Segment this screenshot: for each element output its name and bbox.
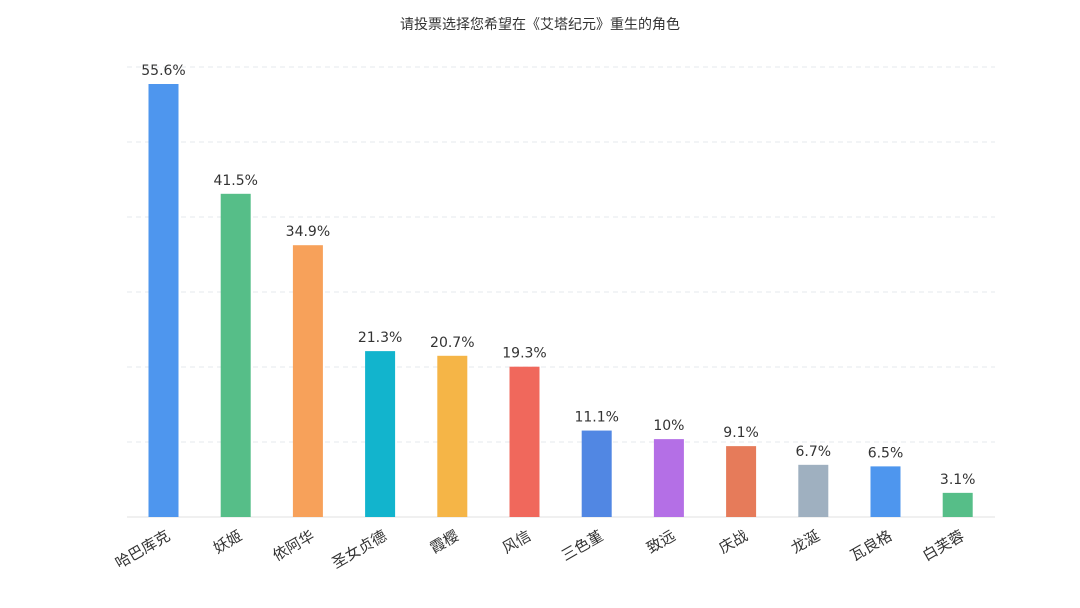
value-label: 10%	[653, 418, 684, 434]
bar	[509, 366, 540, 517]
value-label: 11.1%	[574, 410, 618, 426]
value-label: 9.1%	[723, 425, 759, 441]
value-label: 6.7%	[796, 444, 832, 460]
bar	[581, 430, 612, 517]
value-label: 3.1%	[940, 472, 976, 488]
value-label: 21.3%	[358, 330, 402, 346]
value-label: 34.9%	[286, 224, 330, 240]
bar	[148, 84, 179, 517]
value-label: 55.6%	[141, 63, 185, 79]
bar	[292, 245, 323, 517]
bar	[220, 193, 251, 517]
bar	[653, 439, 684, 517]
bar	[798, 464, 829, 517]
x-tick-label: 依阿华	[270, 527, 318, 565]
bar	[870, 466, 901, 517]
x-tick-label: 霞樱	[427, 527, 462, 558]
x-tick-label: 妖姬	[210, 527, 245, 558]
x-tick-label: 瓦良格	[847, 527, 895, 565]
x-tick-label: 龙涎	[788, 527, 823, 558]
bar	[726, 446, 757, 517]
x-tick-label: 风信	[499, 527, 534, 558]
x-tick-label: 三色堇	[558, 527, 606, 565]
x-tick-label: 致远	[644, 527, 679, 558]
bar	[365, 351, 396, 517]
x-tick-label: 白芙蓉	[919, 527, 967, 565]
chart-title: 请投票选择您希望在《艾塔纪元》重生的角色	[400, 17, 680, 33]
value-label: 19.3%	[502, 346, 546, 362]
bar	[437, 355, 468, 517]
x-tick-label: 圣女贞德	[329, 527, 390, 573]
value-label: 41.5%	[213, 173, 257, 189]
value-label: 20.7%	[430, 335, 474, 351]
x-tick-label: 庆战	[716, 527, 751, 558]
bar	[942, 492, 973, 517]
value-label: 6.5%	[868, 445, 904, 461]
x-tick-label: 哈巴库克	[112, 527, 173, 573]
